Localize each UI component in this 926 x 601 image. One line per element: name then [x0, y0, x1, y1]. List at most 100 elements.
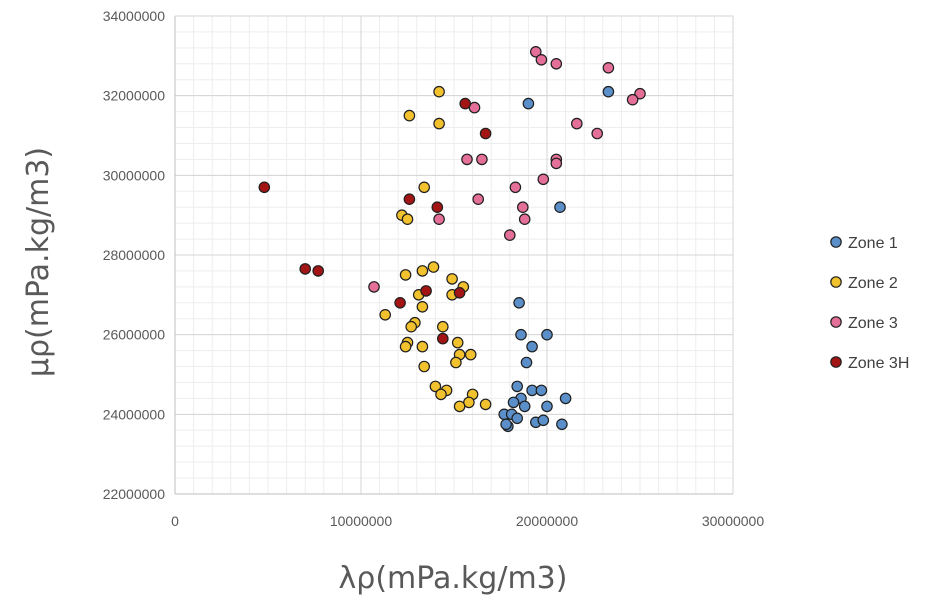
data-point — [520, 356, 533, 369]
data-point — [476, 153, 488, 166]
data-point — [550, 157, 563, 170]
data-point — [431, 201, 444, 213]
data-point — [537, 173, 550, 186]
legend-label: Zone 1 — [848, 235, 898, 252]
data-point — [541, 400, 553, 413]
data-point — [427, 261, 440, 273]
legend-item: Zone 1 — [830, 235, 898, 252]
legend-item: Zone 3H — [830, 355, 909, 372]
data-point — [472, 193, 484, 205]
data-point — [513, 296, 525, 309]
y-tick-label: 32000000 — [103, 88, 166, 104]
data-point — [433, 85, 445, 98]
data-point — [518, 213, 531, 225]
legend-item: Zone 3 — [830, 315, 898, 332]
legend-marker — [830, 316, 842, 328]
data-point — [453, 286, 466, 299]
data-point — [433, 213, 445, 225]
data-point — [394, 296, 406, 309]
data-point — [602, 62, 615, 74]
data-point — [634, 87, 646, 100]
data-point — [516, 201, 529, 213]
legend-label: Zone 3 — [848, 315, 898, 332]
data-point — [509, 181, 522, 194]
data-point — [570, 117, 583, 130]
y-tick-label: 30000000 — [103, 167, 166, 183]
data-point — [515, 328, 527, 341]
data-point — [436, 320, 449, 333]
data-point — [526, 340, 538, 353]
data-point — [299, 263, 311, 275]
legend-marker — [830, 236, 842, 248]
x-tick-label: 20000000 — [516, 513, 579, 529]
data-point — [435, 388, 447, 401]
data-point — [591, 127, 603, 140]
data-point — [258, 181, 271, 194]
x-axis-title: λρ(mPa.kg/m3) — [339, 561, 568, 596]
data-point — [403, 193, 416, 205]
data-points — [258, 45, 646, 433]
data-point — [401, 213, 414, 225]
series-zone-1 — [498, 85, 615, 433]
data-point — [518, 400, 531, 413]
data-point — [418, 181, 430, 194]
x-tick-label: 30000000 — [702, 513, 765, 529]
data-point — [511, 412, 523, 425]
data-point — [535, 384, 548, 397]
data-point — [416, 300, 429, 313]
data-point — [461, 153, 473, 166]
data-point — [550, 57, 563, 70]
data-point — [522, 97, 535, 110]
legend: Zone 1 Zone 2 Zone 3 Zone 3H — [830, 235, 909, 372]
data-point — [416, 340, 429, 353]
data-point — [429, 380, 442, 393]
series-zone-3 — [368, 45, 646, 293]
data-point — [459, 97, 471, 110]
y-tick-label: 34000000 — [103, 8, 166, 24]
x-tick-label: 10000000 — [330, 513, 393, 529]
data-point — [312, 265, 324, 277]
data-point — [511, 380, 523, 393]
y-axis-title: μρ(mPa.kg/m3) — [21, 147, 56, 377]
data-point — [433, 117, 445, 130]
data-point — [399, 340, 412, 353]
x-tick-label: 0 — [171, 513, 179, 529]
data-point — [451, 336, 464, 349]
data-point — [436, 332, 449, 345]
legend-marker — [830, 356, 842, 368]
y-tick-label: 26000000 — [103, 327, 166, 343]
data-point — [559, 392, 572, 405]
data-point — [537, 414, 550, 427]
axes — [174, 16, 733, 495]
data-point — [368, 281, 380, 293]
data-point — [453, 400, 466, 413]
data-point — [507, 396, 520, 409]
y-tick-label: 28000000 — [103, 247, 166, 263]
data-point — [503, 229, 516, 241]
series-zone-3h — [258, 97, 492, 345]
data-point — [379, 308, 391, 321]
data-point — [450, 356, 462, 369]
data-point — [535, 53, 548, 66]
data-point — [556, 418, 568, 431]
data-point — [479, 398, 492, 411]
legend-marker — [830, 276, 842, 288]
data-point — [541, 328, 553, 341]
legend-item: Zone 2 — [830, 275, 898, 292]
data-point — [418, 360, 430, 373]
tick-labels: 0 10000000 20000000 30000000 22000000 2400000… — [103, 8, 765, 529]
data-point — [529, 45, 542, 58]
legend-label: Zone 3H — [848, 355, 909, 372]
data-point — [405, 320, 417, 333]
y-tick-label: 24000000 — [103, 406, 166, 422]
data-point — [399, 269, 412, 281]
data-point — [626, 93, 639, 106]
series-zone-2 — [379, 85, 492, 413]
data-point — [479, 127, 492, 140]
data-point — [500, 418, 512, 431]
data-point — [420, 285, 432, 297]
data-point — [403, 109, 416, 122]
y-tick-label: 22000000 — [103, 486, 166, 502]
data-point — [554, 201, 566, 213]
